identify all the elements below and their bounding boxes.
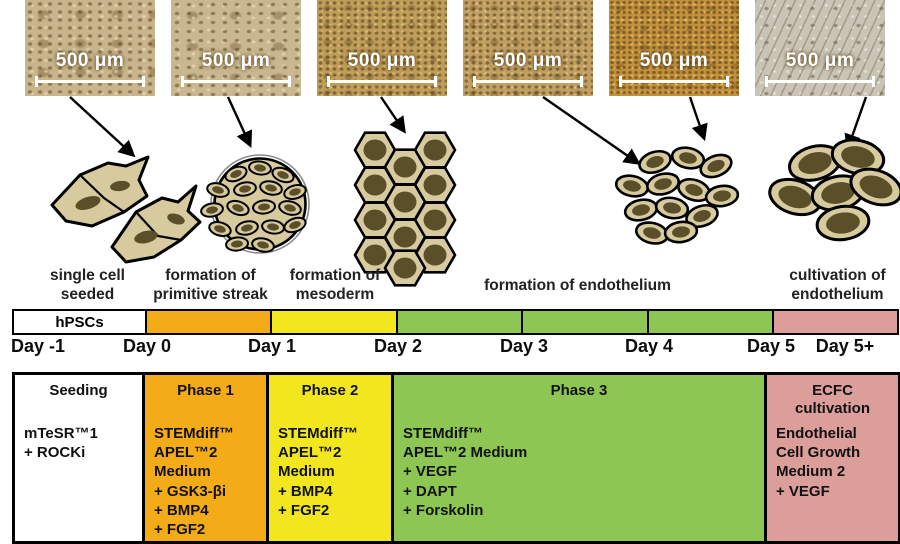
scale-bar-label: 500 μm <box>785 50 855 71</box>
schematic-hpsc-cells <box>50 155 202 264</box>
arrow-icon <box>844 96 868 152</box>
timeline-segment-label: hPSCs <box>55 313 104 331</box>
timeline-segment-phase3-day3 <box>521 311 647 333</box>
arrow-icon <box>69 96 136 158</box>
stage-label-cultivation: cultivation of endothelium <box>789 267 886 303</box>
timeline-segment-phase3-day4 <box>647 311 772 333</box>
stage-label-mesoderm: formation of mesoderm <box>289 267 381 303</box>
scale-bar-label: 500 μm <box>493 50 563 71</box>
timeline-bar: hPSCs <box>12 309 899 335</box>
schematic-primitive-streak <box>199 154 310 255</box>
column-body: Endothelial Cell Growth Medium 2 + VEGF <box>776 425 861 500</box>
day-label-minus1: Day -1 <box>10 336 66 356</box>
arrow-icon <box>688 96 708 142</box>
table-column-phase1: Phase 1 STEMdiff™ APEL™2 Medium + GSK3-β… <box>142 375 266 541</box>
stage-label-seeding: single cell seeded <box>50 267 125 303</box>
micrograph-day-minus1: 500 μm <box>25 0 155 96</box>
scale-bar <box>619 76 729 87</box>
media-table: Seeding mTeSR™1 + ROCKi Phase 1 STEMdiff… <box>12 372 900 544</box>
column-body: mTeSR™1 + ROCKi <box>24 425 98 462</box>
scale-bar <box>35 76 145 87</box>
timeline-segment-phase2 <box>270 311 396 333</box>
column-header: Seeding <box>49 382 108 399</box>
flow-arrows <box>69 96 868 165</box>
table-column-seeding: Seeding mTeSR™1 + ROCKi <box>15 375 142 541</box>
scale-bar-label: 500 μm <box>347 50 417 71</box>
micrograph-ecfc: 500 μm <box>755 0 885 96</box>
day-label-4: Day 4 <box>624 336 674 356</box>
day-label-5: Day 5 <box>746 336 796 356</box>
column-body: STEMdiff™ APEL™2 Medium + VEGF + DAPT + … <box>403 425 528 519</box>
table-column-ecfc: ECFC cultivation Endothelial Cell Growth… <box>764 375 898 541</box>
scale-bar-label: 500 μm <box>639 50 709 71</box>
stage-label-primitive-streak: formation of primitive streak <box>153 267 268 303</box>
arrow-icon <box>542 96 641 165</box>
stage-label-endothelium: formation of endothelium <box>484 277 671 294</box>
table-column-phase3: Phase 3 STEMdiff™ APEL™2 Medium + VEGF +… <box>391 375 764 541</box>
scale-bar-label: 500 μm <box>201 50 271 71</box>
column-header: Phase 3 <box>550 382 608 399</box>
table-column-phase2: Phase 2 STEMdiff™ APEL™2 Medium + BMP4 +… <box>266 375 391 541</box>
column-body: STEMdiff™ APEL™2 Medium + BMP4 + FGF2 <box>278 425 358 519</box>
micrograph-day5: 500 μm <box>609 0 739 96</box>
day-label-2: Day 2 <box>373 336 423 356</box>
column-header: Phase 2 <box>301 382 359 399</box>
schematic-mesoderm <box>353 131 457 287</box>
scale-bar <box>181 76 291 87</box>
timeline-segment-hpsc: hPSCs <box>14 311 145 333</box>
micrograph-day1: 500 μm <box>317 0 447 96</box>
column-header: ECFC cultivation <box>794 382 870 418</box>
timeline-segment-ecfc <box>772 311 897 333</box>
timeline-segment-phase3-day2 <box>396 311 521 333</box>
schematic-endothelium-cultivation <box>763 133 900 245</box>
scale-bar <box>327 76 437 87</box>
scale-bar <box>473 76 583 87</box>
scale-bar <box>765 76 875 87</box>
micrograph-day3: 500 μm <box>463 0 593 96</box>
day-label-0: Day 0 <box>122 336 172 356</box>
timeline-segment-phase1 <box>145 311 270 333</box>
schematic-endothelium <box>612 143 741 248</box>
arrow-icon <box>226 96 253 149</box>
day-label-1: Day 1 <box>247 336 297 356</box>
micrograph-day0: 500 μm <box>171 0 301 96</box>
day-label-5plus: Day 5+ <box>815 336 875 356</box>
day-label-3: Day 3 <box>499 336 549 356</box>
scale-bar-label: 500 μm <box>55 50 125 71</box>
column-body: STEMdiff™ APEL™2 Medium + GSK3-βi + BMP4… <box>154 425 234 538</box>
arrow-icon <box>380 96 406 134</box>
column-header: Phase 1 <box>177 382 234 399</box>
